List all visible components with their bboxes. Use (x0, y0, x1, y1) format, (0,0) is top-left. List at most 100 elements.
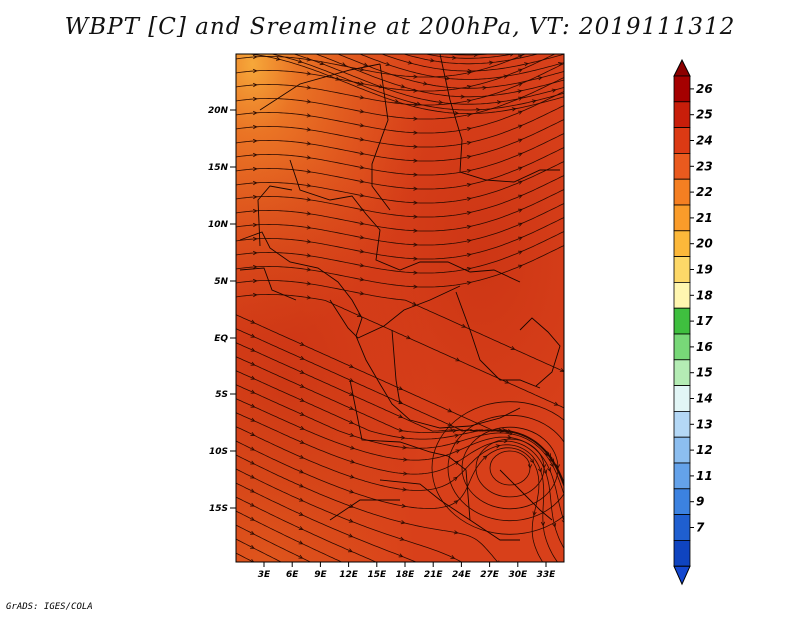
colorbar-swatch (673, 101, 691, 129)
lon-label: 6E (286, 570, 299, 580)
colorbar-swatch (673, 256, 691, 283)
east-high-patch (236, 54, 564, 562)
colorbar-label: 7 (696, 521, 705, 535)
streamline (236, 118, 564, 162)
colorbar: 26 25 24 23 22 21 20 19 18 17 16 15 14 13 12 11 9 7 (673, 58, 713, 586)
colorbar-label: 26 (696, 82, 713, 96)
colorbar-label: 11 (696, 469, 713, 483)
colorbar-top-arrow (673, 58, 691, 77)
streamline (236, 174, 564, 218)
colorbar-bottom-arrow (673, 565, 691, 586)
vortex-ring (431, 401, 564, 535)
colorbar-swatch (673, 488, 691, 515)
streamline-arrow (567, 116, 571, 119)
streamline (236, 384, 564, 496)
streamline-arrow (567, 228, 571, 231)
colorbar-swatch (673, 514, 691, 541)
lon-label: 12E (339, 570, 359, 580)
streamline (470, 54, 482, 55)
colorbar-swatch (673, 540, 691, 567)
streamline (236, 54, 556, 92)
colorbar-swatch (673, 178, 691, 206)
streamline (337, 54, 564, 89)
chart-title: WBPT [C] and Sreamline at 200hPa, VT: 20… (64, 14, 736, 40)
streamline (236, 454, 499, 562)
colorbar-swatch (673, 462, 691, 490)
footer-credit: GrADS: IGES/COLA (6, 602, 93, 612)
streamline-arrow (545, 54, 546, 55)
streamline-arrow (555, 464, 561, 469)
lon-label: 27E (480, 570, 500, 580)
lon-label: 21E (424, 570, 444, 580)
streamline-arrow (570, 464, 573, 468)
streamline (425, 54, 515, 59)
lon-label: 18E (396, 570, 416, 580)
lat-label: 5S (215, 390, 228, 400)
streamline (236, 104, 564, 148)
vortex-ring (447, 414, 564, 522)
streamline (447, 54, 493, 56)
colorbar-swatch (673, 410, 691, 438)
streamline-arrow (527, 464, 533, 469)
streamline-arrow (250, 558, 255, 562)
colorbar-label: 24 (696, 134, 713, 148)
colorbar-swatch (673, 230, 691, 258)
streamline-arrow (563, 570, 567, 574)
streamline-arrow (510, 54, 514, 57)
streamline (236, 293, 564, 409)
streamline (236, 160, 564, 204)
streamline-arrow (567, 60, 571, 63)
streamline-arrow (567, 144, 571, 147)
streamline-arrow (542, 562, 545, 566)
colorbar-swatch (673, 204, 691, 232)
streamline-arrow (567, 200, 571, 203)
colorbar-label: 21 (696, 211, 713, 225)
streamline (236, 552, 255, 562)
streamline (236, 279, 564, 372)
streamline (236, 510, 343, 562)
streamline-arrow (567, 74, 571, 77)
colorbar-swatch (673, 281, 691, 309)
streamline-arrow (567, 102, 571, 105)
colorbar-label: 18 (696, 288, 713, 302)
streamline-arrow (541, 464, 547, 469)
streamline-arrow (567, 172, 571, 175)
colorbar-label: 16 (696, 340, 713, 354)
streamline (236, 412, 564, 550)
lat-label: EQ (214, 334, 228, 344)
colorbar-label: 12 (696, 443, 713, 457)
streamline (236, 356, 564, 488)
lon-label: 33E (537, 570, 557, 580)
lat-label: 5N (214, 277, 228, 287)
streamline-arrow (530, 45, 534, 48)
colorbar-label: 17 (696, 314, 713, 328)
streamline-arrow (564, 40, 568, 43)
lon-label: 15E (367, 570, 387, 580)
streamline (514, 54, 517, 55)
colorbar-swatch (673, 333, 691, 361)
colorbar-label: 22 (696, 185, 713, 199)
lon-label: 24E (452, 570, 472, 580)
colorbar-swatch (673, 75, 691, 103)
streamline (558, 54, 560, 55)
colorbar-label: 25 (696, 108, 713, 122)
colorbar-label: 14 (696, 392, 713, 406)
lon-label: 30E (508, 570, 528, 580)
streamline-arrow (537, 47, 541, 50)
streamline (359, 54, 564, 80)
colorbar-label: 23 (696, 159, 713, 173)
streamline (271, 54, 564, 111)
lat-label: 10N (208, 220, 229, 230)
streamline (315, 54, 564, 98)
lon-label: 3E (258, 570, 271, 580)
streamline (236, 524, 312, 562)
map-frame (235, 53, 565, 563)
streamline (236, 342, 564, 484)
lat-label: 10S (209, 447, 228, 457)
streamline (236, 230, 564, 274)
lon-label: 9E (314, 570, 327, 580)
streamline-arrow (567, 214, 571, 217)
lat-label: 15S (209, 504, 228, 514)
streamline-arrow (568, 500, 571, 504)
